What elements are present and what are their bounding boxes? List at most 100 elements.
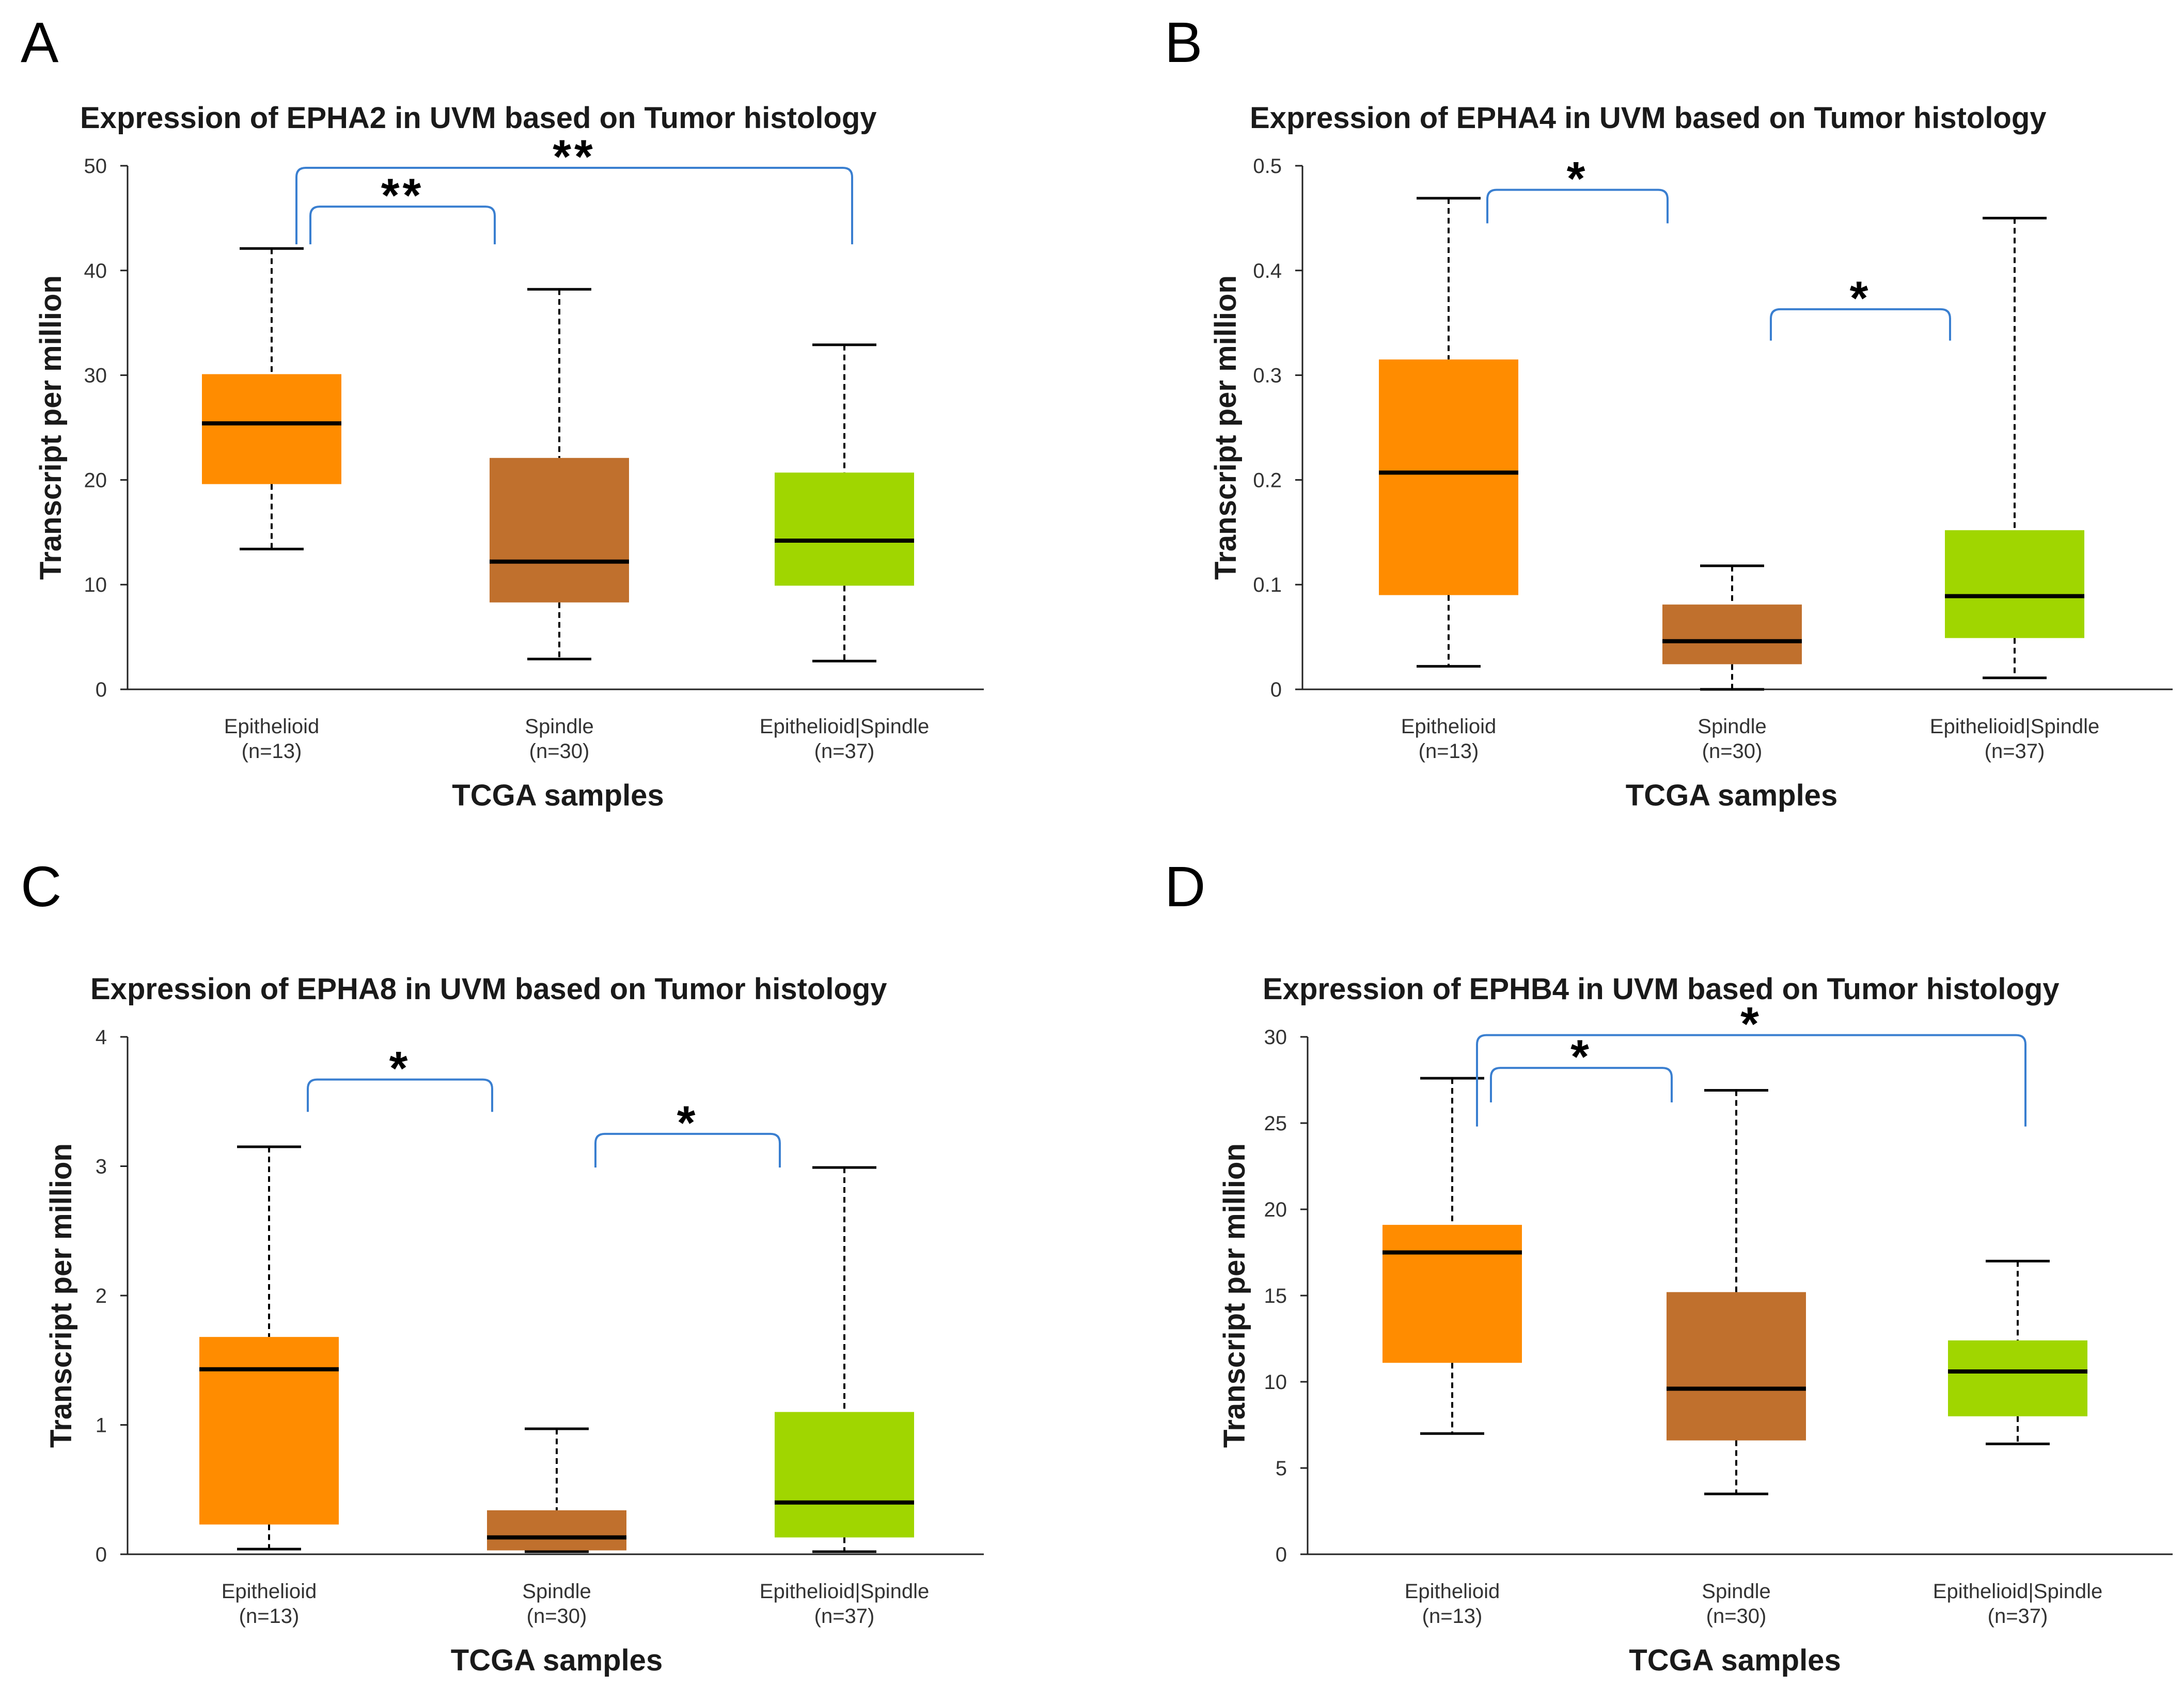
box-spindle — [487, 1427, 626, 1553]
iqr-box — [487, 1510, 626, 1551]
y-tick-label: 0 — [96, 1543, 107, 1566]
iqr-box — [775, 1412, 914, 1538]
category-label: Epithelioid — [222, 1580, 317, 1603]
iqr-box — [1948, 1340, 2087, 1416]
category-n: (n=13) — [242, 740, 302, 763]
iqr-box — [199, 1337, 339, 1525]
category-label: Epithelioid — [1401, 715, 1497, 738]
iqr-box — [490, 458, 629, 603]
panel-b: B Expression of EPHA4 in UVM based on Tum… — [1165, 11, 2173, 812]
box-epithelioid-spindle — [1945, 216, 2084, 680]
y-tick-label: 0.4 — [1253, 260, 1282, 282]
iqr-box — [1667, 1292, 1806, 1441]
significance-stars: * — [677, 1097, 699, 1149]
panel-letter: D — [1165, 855, 1205, 919]
chart-title: Expression of EPHA4 in UVM based on Tumo… — [1250, 101, 2047, 135]
category-n: (n=13) — [1422, 1605, 1483, 1628]
panel-d: D Expression of EPHB4 in UVM based on Tum… — [1165, 855, 2173, 1677]
category-label: Epithelioid — [224, 715, 320, 738]
category-label: Spindle — [1702, 1580, 1770, 1603]
iqr-box — [1945, 530, 2084, 638]
category-n: (n=30) — [1702, 740, 1763, 763]
category-n: (n=37) — [1988, 1605, 2048, 1628]
x-axis-label: TCGA samples — [1629, 1644, 1841, 1677]
panel-letter: A — [21, 11, 59, 74]
y-tick-label: 0 — [96, 679, 107, 701]
y-tick-label: 20 — [1264, 1198, 1287, 1221]
box-spindle — [490, 288, 629, 660]
significance-stars: * — [1570, 1031, 1592, 1083]
category-label: Epithelioid — [1405, 1580, 1500, 1603]
box-epithelioid-spindle — [775, 1166, 914, 1553]
category-label: Epithelioid|Spindle — [1933, 1580, 2102, 1603]
category-label: Epithelioid|Spindle — [760, 1580, 929, 1603]
significance-bracket — [1476, 1034, 2026, 1127]
y-tick-label: 30 — [84, 365, 107, 387]
box-epithelioid — [202, 247, 341, 550]
significance-bracket — [594, 1132, 781, 1168]
y-tick-label: 15 — [1264, 1285, 1287, 1307]
y-tick-label: 4 — [96, 1026, 107, 1049]
category-n: (n=30) — [529, 740, 590, 763]
chart-title: Expression of EPHA2 in UVM based on Tumo… — [80, 101, 877, 135]
y-tick-label: 10 — [84, 574, 107, 596]
y-tick-label: 50 — [84, 155, 107, 178]
significance-stars: * — [389, 1043, 411, 1095]
category-n: (n=37) — [814, 740, 875, 763]
panel-a: A Expression of EPHA2 in UVM based on Tum… — [21, 11, 984, 812]
y-axis-label: Transcript per million — [44, 1143, 78, 1448]
y-tick-label: 2 — [96, 1285, 107, 1307]
chart-title: Expression of EPHB4 in UVM based on Tumo… — [1263, 972, 2060, 1006]
y-tick-label: 5 — [1276, 1457, 1287, 1480]
panel-letter: C — [21, 855, 61, 919]
y-tick-label: 0 — [1270, 679, 1282, 701]
significance-bracket — [1490, 1067, 1673, 1102]
y-tick-label: 0.5 — [1253, 155, 1282, 178]
box-epithelioid — [199, 1145, 339, 1551]
y-tick-label: 25 — [1264, 1112, 1287, 1135]
category-label: Spindle — [522, 1580, 591, 1603]
iqr-box — [775, 472, 914, 586]
y-tick-label: 10 — [1264, 1371, 1287, 1394]
category-n: (n=13) — [1419, 740, 1479, 763]
box-spindle — [1667, 1089, 1806, 1495]
iqr-box — [202, 374, 341, 484]
y-tick-label: 20 — [84, 469, 107, 492]
y-tick-label: 0.2 — [1253, 469, 1282, 492]
category-label: Epithelioid|Spindle — [760, 715, 929, 738]
y-tick-label: 40 — [84, 260, 107, 282]
significance-bracket — [1486, 188, 1669, 224]
category-label: Epithelioid|Spindle — [1930, 715, 2099, 738]
category-label: Spindle — [1698, 715, 1766, 738]
iqr-box — [1662, 604, 1802, 665]
iqr-box — [1379, 359, 1518, 595]
y-tick-label: 30 — [1264, 1026, 1287, 1049]
x-axis-label: TCGA samples — [451, 1644, 663, 1677]
category-n: (n=30) — [527, 1605, 587, 1628]
box-epithelioid — [1379, 197, 1518, 668]
y-axis-label: Transcript per million — [1209, 275, 1243, 580]
chart-title: Expression of EPHA8 in UVM based on Tumo… — [90, 972, 887, 1006]
category-label: Spindle — [525, 715, 593, 738]
significance-bracket — [309, 206, 496, 245]
category-n: (n=30) — [1706, 1605, 1767, 1628]
significance-stars: * — [1740, 998, 1762, 1051]
box-epithelioid-spindle — [775, 343, 914, 662]
y-axis-label: Transcript per million — [34, 275, 68, 580]
category-n: (n=37) — [1985, 740, 2045, 763]
x-axis-label: TCGA samples — [452, 779, 664, 812]
y-tick-label: 0 — [1276, 1543, 1287, 1566]
x-axis-label: TCGA samples — [1626, 779, 1837, 812]
significance-bracket — [295, 167, 853, 245]
y-tick-label: 3 — [96, 1156, 107, 1178]
box-spindle — [1662, 564, 1802, 691]
y-tick-label: 1 — [96, 1414, 107, 1437]
panel-c: C Expression of EPHA8 in UVM based on Tum… — [21, 855, 984, 1677]
panel-letter: B — [1165, 11, 1202, 74]
box-epithelioid-spindle — [1948, 1259, 2087, 1445]
y-tick-label: 0.1 — [1253, 574, 1282, 596]
category-n: (n=37) — [814, 1605, 875, 1628]
significance-bracket — [307, 1078, 493, 1112]
significance-stars: ** — [553, 131, 596, 183]
